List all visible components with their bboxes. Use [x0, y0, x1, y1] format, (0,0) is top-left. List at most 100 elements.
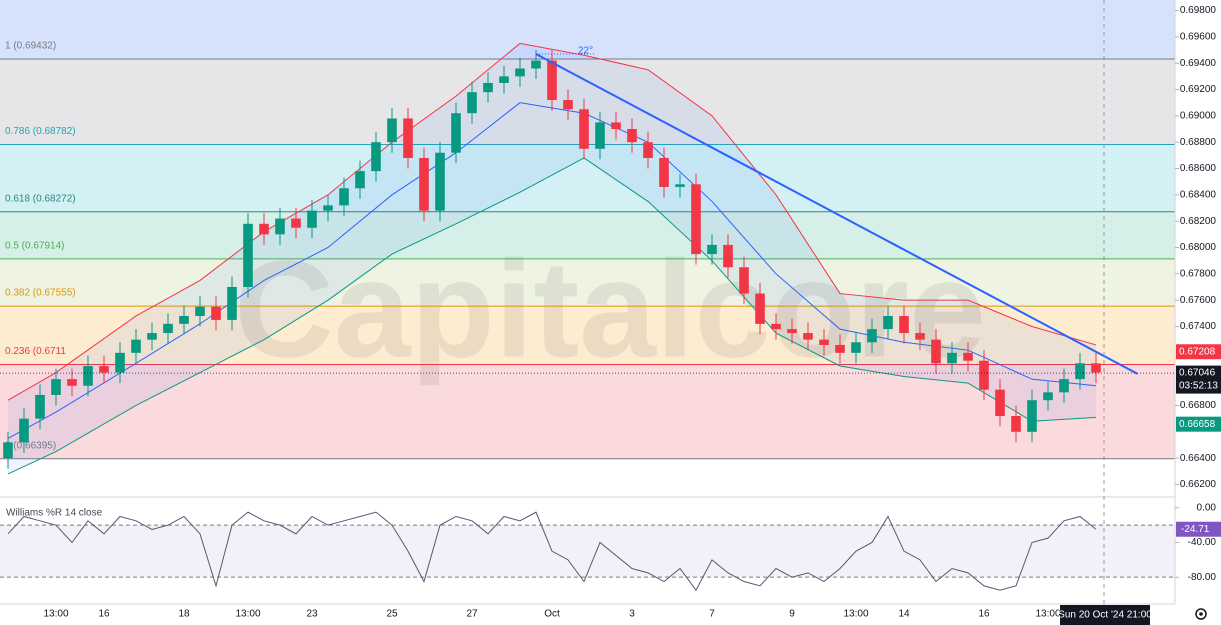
candle-body [99, 365, 109, 373]
y-tick-label: 0.68200 [1180, 216, 1217, 227]
candle-body [323, 205, 333, 211]
candle-body [227, 286, 237, 320]
candle-body [83, 365, 93, 386]
candle-body [1043, 392, 1053, 401]
candle-body [1059, 379, 1069, 393]
y-tick-label: 0.69600 [1180, 32, 1217, 43]
price-tag [1176, 344, 1221, 360]
fib-label: 0.786 (0.68782) [5, 126, 76, 137]
settings-icon-center [1199, 612, 1203, 616]
candle-body [707, 244, 717, 255]
price-tag [1176, 365, 1221, 394]
settings-icon[interactable] [1195, 608, 1207, 620]
candle-body [67, 379, 77, 386]
candle-body [19, 418, 29, 443]
candle-body [579, 109, 589, 149]
candle-body [499, 76, 509, 83]
x-tick-label: 25 [386, 609, 398, 620]
candle-body [355, 171, 365, 189]
candle-body [35, 394, 45, 419]
candle-body [291, 218, 301, 228]
y-tick-label: 0.68400 [1180, 189, 1217, 200]
candle-body [787, 329, 797, 334]
crosshair-tag [1060, 605, 1150, 625]
angle-label: 22° [578, 46, 593, 57]
x-tick-label: 23 [306, 609, 318, 620]
candle-body [387, 118, 397, 143]
fib-zone [0, 0, 1175, 59]
candle-body [947, 352, 957, 364]
candle-body [915, 333, 925, 340]
fib-label: 0.5 (0.67914) [5, 240, 65, 251]
candle-body [675, 184, 685, 187]
candle-body [435, 152, 445, 211]
price-tag-label: 0.66658 [1179, 419, 1216, 430]
fib-zone [0, 458, 1175, 495]
candle-body [819, 339, 829, 345]
candle-body [339, 188, 349, 206]
candle-body [627, 129, 637, 143]
candle-body [131, 339, 141, 353]
fib-label: 0.618 (0.68272) [5, 193, 76, 204]
fib-label: 0.382 (0.67555) [5, 288, 76, 299]
price-tag-label: 0.67208 [1179, 346, 1216, 357]
candle-body [195, 306, 205, 316]
candle-body [1075, 363, 1085, 380]
candle-body [243, 223, 253, 287]
candle-body [771, 323, 781, 330]
y-tick-label: -80.00 [1188, 572, 1217, 583]
y-tick-label: 0.67800 [1180, 268, 1217, 279]
x-tick-label: 14 [898, 609, 910, 620]
candle-body [179, 315, 189, 324]
crosshair-label: Sun 20 Oct '24 21:00 [1058, 610, 1152, 621]
price-tag [1176, 416, 1221, 432]
candle-body [483, 82, 493, 93]
wr-tag-label: -24.71 [1181, 524, 1210, 535]
candle-body [163, 323, 173, 334]
y-tick-label: 0.69200 [1180, 84, 1217, 95]
candle-body [51, 379, 61, 395]
candle-body [211, 306, 221, 320]
candle-body [563, 100, 573, 110]
candle-body [3, 442, 13, 459]
y-tick-label: 0.68000 [1180, 242, 1217, 253]
candle-body [659, 157, 669, 187]
watermark: Capitalcore [234, 232, 986, 386]
x-tick-label: 9 [789, 609, 795, 620]
candle-body [851, 342, 861, 353]
x-tick-label: 27 [466, 609, 478, 620]
candle-body [531, 60, 541, 69]
wr-band [0, 525, 1175, 578]
candle-body [899, 315, 909, 334]
trendline [535, 53, 1139, 375]
wr-title: Williams %R 14 close [6, 508, 103, 519]
x-tick-label: 13:00 [1035, 609, 1060, 620]
band-line [7, 42, 1097, 401]
y-tick-label: 0.69400 [1180, 58, 1217, 69]
fib-zone [0, 211, 1175, 259]
fib-zone [0, 364, 1175, 459]
candle-body [723, 244, 733, 268]
candle-body [611, 122, 621, 130]
wr-line [7, 511, 1097, 592]
y-tick-label: 0.69800 [1180, 5, 1217, 16]
x-tick-label: 13:00 [843, 609, 868, 620]
candle-body [995, 389, 1005, 417]
candle-body [307, 210, 317, 228]
x-tick-label: 13:00 [235, 609, 260, 620]
candle-body [371, 142, 381, 172]
fib-label: 0.236 (0.6711 [5, 346, 66, 357]
y-tick-label: 0.67400 [1180, 321, 1217, 332]
price-axis [1175, 0, 1221, 625]
x-tick-label: Oct [544, 609, 560, 620]
x-tick-label: 13:00 [43, 609, 68, 620]
y-tick-label: 0.66200 [1180, 479, 1217, 490]
y-tick-label: 0.68800 [1180, 137, 1217, 148]
candle-body [467, 92, 477, 114]
x-tick-label: 16 [978, 609, 990, 620]
candle-body [963, 352, 973, 361]
candle-body [147, 333, 157, 340]
candle-body [403, 118, 413, 158]
y-tick-label: 0.00 [1197, 502, 1217, 513]
x-tick-label: 7 [709, 609, 715, 620]
